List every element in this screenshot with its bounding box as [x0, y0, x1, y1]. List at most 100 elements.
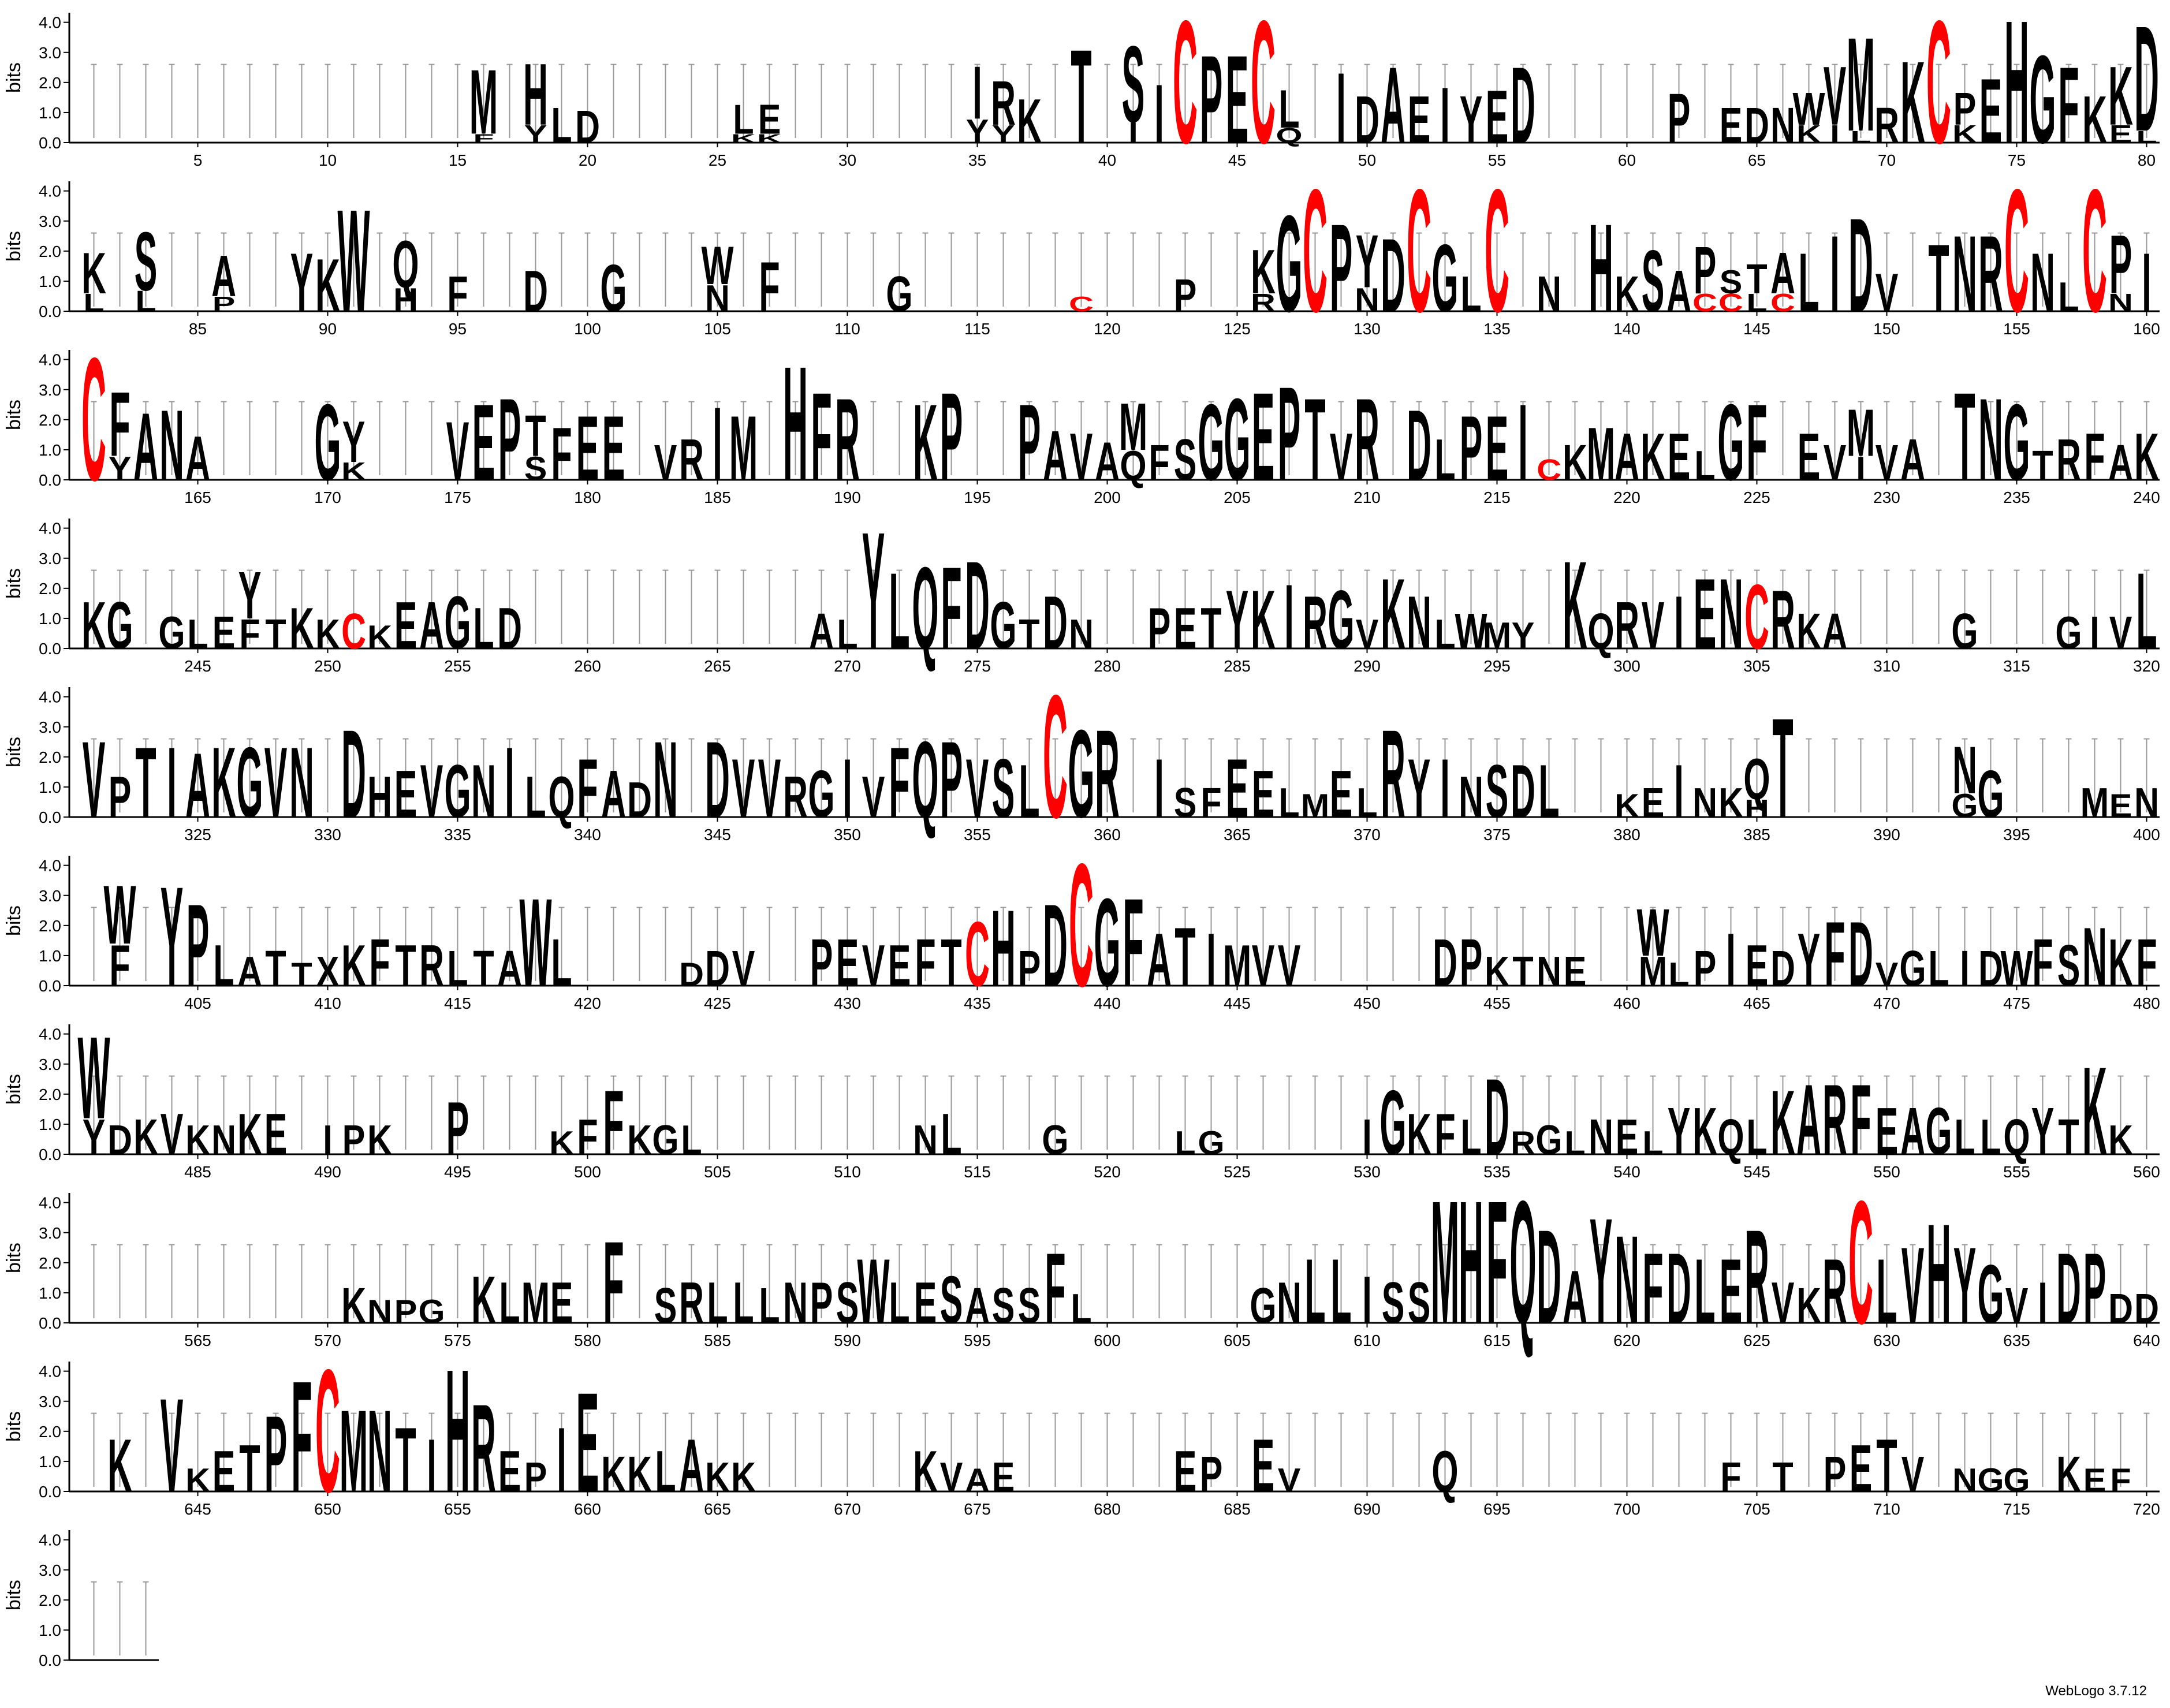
residue-letter-k: K — [1251, 573, 1276, 666]
residue-letter-v: V — [862, 765, 885, 830]
residue-letter-t: T — [1304, 374, 1325, 505]
residue-letter-q: Q — [1587, 603, 1614, 659]
residue-letter-k: K — [601, 1446, 626, 1502]
position-label: 110 — [834, 320, 860, 338]
residue-letter-l: L — [1694, 443, 1715, 490]
residue-letter-h: H — [1459, 1165, 1483, 1361]
residue-letter-v: V — [654, 435, 677, 491]
residue-letter-q: Q — [1717, 1109, 1744, 1165]
residue-letter-n: N — [1952, 1462, 1977, 1499]
residue-letter-f: F — [369, 926, 390, 1000]
residue-letter-k: K — [1770, 1072, 1795, 1174]
residue-letter-g: G — [1068, 704, 1094, 844]
y-tick-label: 2.0 — [39, 1254, 61, 1272]
residue-letter-k: K — [1485, 949, 1509, 995]
residue-letter-g: G — [236, 728, 263, 839]
residue-letter-e: E — [1850, 1432, 1873, 1506]
residue-letter-v: V — [1876, 262, 1899, 323]
position-label: 5 — [193, 151, 203, 169]
residue-letter-c: C — [81, 322, 106, 518]
residue-letter-n: N — [1069, 611, 1094, 658]
residue-letter-g: G — [1977, 758, 2004, 831]
residue-letter-d: D — [341, 704, 366, 844]
residue-letter-i: I — [323, 1117, 333, 1164]
residue-letter-a: A — [1900, 1095, 1925, 1169]
residue-letter-k: K — [757, 132, 782, 146]
residue-letter-g: G — [158, 606, 185, 658]
position-label: 525 — [1224, 1163, 1251, 1181]
residue-letter-k: K — [549, 1125, 574, 1162]
residue-letter-e: E — [1252, 758, 1275, 831]
residue-letter-l: L — [1019, 749, 1039, 833]
y-tick-label: 3.0 — [39, 1393, 61, 1411]
residue-letter-i: I — [557, 1409, 566, 1512]
residue-letter-i: I — [1206, 918, 1216, 1002]
position-label: 140 — [1613, 320, 1640, 338]
residue-letter-l: L — [2136, 128, 2157, 146]
position-label: 130 — [1354, 320, 1381, 338]
position-label: 390 — [1873, 826, 1900, 844]
y-tick-label: 1.0 — [39, 610, 61, 628]
position-label: 670 — [834, 1500, 861, 1518]
y-tick-label: 1.0 — [39, 104, 61, 122]
residue-letter-p: P — [446, 1087, 469, 1170]
y-tick-label: 0.0 — [39, 977, 61, 995]
residue-letter-e: E — [576, 1363, 599, 1521]
position-label: 100 — [574, 320, 601, 338]
position-label: 95 — [449, 320, 467, 338]
residue-letter-f: F — [109, 933, 130, 998]
residue-letter-c: C — [1926, 0, 1951, 180]
residue-letter-k: K — [1796, 603, 1821, 659]
residue-letter-s: S — [1122, 24, 1145, 145]
residue-letter-g: G — [1094, 872, 1120, 1013]
residue-letter-n: N — [1978, 374, 2003, 505]
residue-letter-k: K — [367, 1117, 392, 1164]
residue-letter-e: E — [1226, 742, 1249, 835]
position-label: 170 — [314, 488, 341, 506]
residue-letter-t: T — [265, 941, 286, 997]
residue-letter-p: P — [1200, 1446, 1223, 1502]
residue-letter-d: D — [1381, 217, 1405, 334]
residue-letter-w: W — [1455, 603, 1487, 659]
position-label: 155 — [2003, 320, 2030, 338]
residue-letter-r: R — [835, 374, 860, 505]
position-label: 510 — [834, 1163, 861, 1181]
position-label: 280 — [1094, 657, 1121, 675]
residue-letter-y: Y — [342, 409, 366, 474]
position-label: 630 — [1873, 1332, 1900, 1349]
residue-letter-t: T — [239, 1432, 260, 1506]
residue-letter-r: R — [1744, 1202, 1769, 1351]
residue-letter-s: S — [1174, 427, 1197, 493]
residue-letter-c: C — [1537, 453, 1561, 486]
residue-letter-v: V — [83, 719, 106, 840]
position-label: 545 — [1743, 1163, 1770, 1181]
residue-letter-q: Q — [1120, 443, 1146, 490]
position-label: 505 — [704, 1163, 731, 1181]
residue-letter-a: A — [211, 243, 236, 308]
residue-letter-e: E — [602, 397, 625, 500]
residue-letter-e: E — [1486, 397, 1509, 500]
position-label: 430 — [834, 994, 861, 1012]
residue-letter-h: H — [393, 282, 418, 319]
residue-letter-y: Y — [862, 498, 885, 685]
residue-letter-l: L — [83, 289, 104, 317]
residue-letter-y: Y — [238, 559, 262, 633]
position-label: 60 — [1618, 151, 1636, 169]
residue-letter-c: C — [1744, 566, 1769, 669]
position-label: 300 — [1613, 657, 1640, 675]
residue-letter-i: I — [167, 728, 176, 839]
position-label: 420 — [574, 994, 601, 1012]
position-label: 215 — [1483, 488, 1511, 506]
position-label: 145 — [1743, 320, 1770, 338]
residue-letter-a: A — [679, 1424, 704, 1508]
residue-letter-e: E — [2083, 1462, 2106, 1499]
residue-letter-d: D — [679, 956, 704, 993]
residue-letter-l: L — [1460, 1109, 1481, 1165]
residue-letter-w: W — [1792, 83, 1825, 135]
position-label: 415 — [444, 994, 471, 1012]
y-tick-label: 2.0 — [39, 1423, 61, 1441]
residue-letter-e: E — [1668, 420, 1691, 494]
residue-letter-p: P — [1824, 1446, 1847, 1502]
residue-letter-r: R — [1511, 1125, 1535, 1162]
